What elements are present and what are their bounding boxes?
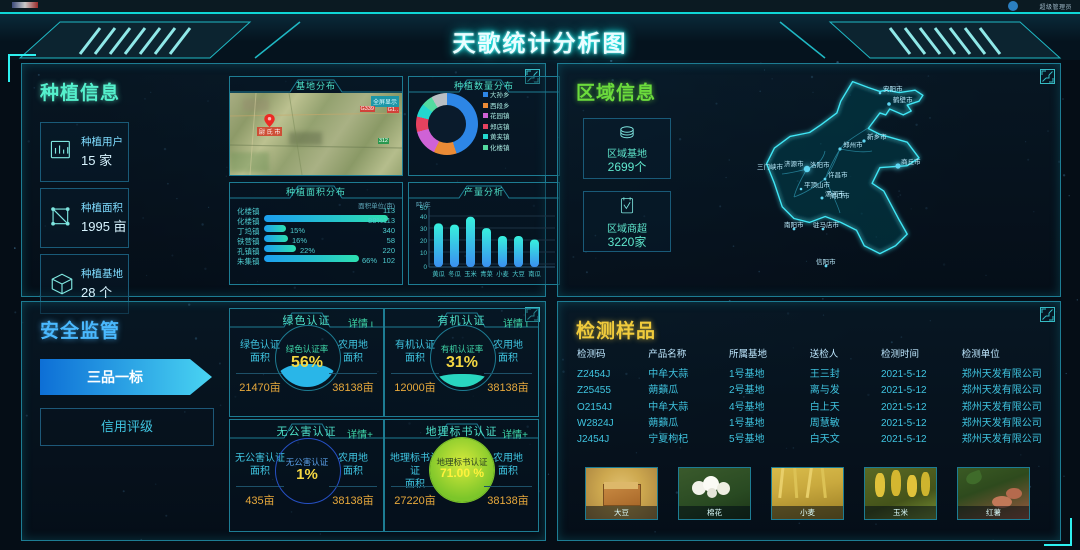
svg-text:驻马店市: 驻马店市 — [813, 220, 840, 229]
svg-text:20: 20 — [420, 238, 428, 245]
svg-text:南阳市: 南阳市 — [784, 220, 804, 229]
svg-text:商丘市: 商丘市 — [901, 157, 921, 166]
svg-text:0: 0 — [423, 264, 427, 271]
svg-text:黄瓜: 黄瓜 — [432, 269, 445, 278]
svg-text:40: 40 — [420, 214, 428, 221]
svg-text:三品一标: 三品一标 — [87, 369, 143, 385]
svg-text:信阳市: 信阳市 — [816, 257, 836, 266]
svg-text:安阳市: 安阳市 — [883, 84, 903, 93]
svg-text:三门峡市: 三门峡市 — [757, 162, 784, 171]
svg-text:南瓜: 南瓜 — [528, 269, 541, 278]
svg-text:50: 50 — [420, 205, 428, 212]
svg-text:平顶山市: 平顶山市 — [804, 180, 831, 189]
svg-text:鹤壁市: 鹤壁市 — [893, 95, 913, 104]
svg-text:济源市: 济源市 — [784, 159, 804, 168]
svg-text:小麦: 小麦 — [496, 269, 509, 278]
svg-text:玉米: 玉米 — [464, 269, 477, 278]
svg-text:冬瓜: 冬瓜 — [448, 269, 461, 278]
svg-text:郑州市: 郑州市 — [843, 140, 863, 149]
svg-text:周口市: 周口市 — [830, 191, 850, 200]
svg-text:10: 10 — [420, 250, 428, 257]
svg-text:许昌市: 许昌市 — [828, 170, 848, 179]
svg-text:新乡市: 新乡市 — [867, 132, 887, 141]
svg-text:青菜: 青菜 — [480, 269, 493, 278]
svg-text:洛阳市: 洛阳市 — [810, 160, 830, 169]
svg-text:30: 30 — [420, 226, 428, 233]
svg-text:大豆: 大豆 — [512, 269, 525, 278]
